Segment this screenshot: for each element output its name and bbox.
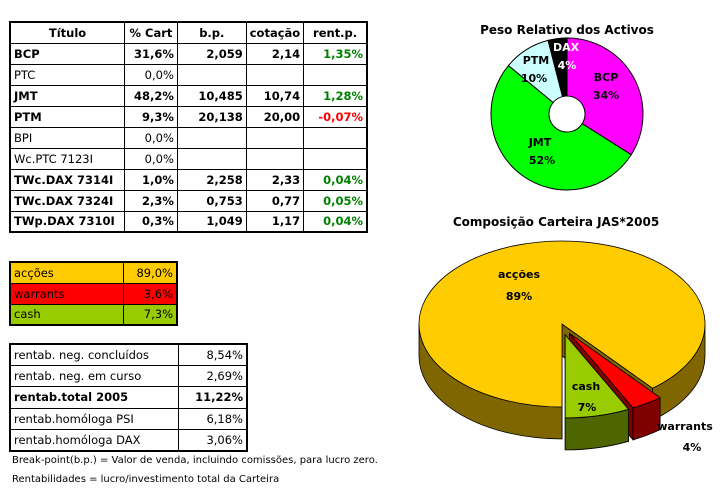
table-row: BCP 31,6% 2,059 2,14 1,35%	[9, 42, 368, 65]
pie3d-slice-cash	[564, 333, 630, 451]
cell-rent: -0,07%	[303, 105, 368, 128]
slice-category-label: JMT	[528, 136, 552, 149]
slice-category-label: PTM	[523, 54, 550, 67]
composition-row: warrants 3,6%	[9, 282, 178, 305]
donut-slice-dax	[547, 37, 568, 98]
cell-titulo: TWc.DAX 7314I	[9, 168, 126, 191]
cell-cart: 0,3%	[124, 210, 178, 233]
table-row: PTC 0,0%	[9, 63, 368, 86]
cell-cart: 2,3%	[124, 189, 178, 212]
pie3d-slice-accoes	[418, 240, 706, 440]
cell-cotacao: 1,17	[245, 210, 305, 233]
slice-value-label: 89%	[506, 290, 532, 303]
column-header: rent.p.	[303, 21, 368, 44]
slice-top	[569, 333, 661, 409]
breakpoint-note: Break-point(b.p.) = Valor de venda, incl…	[12, 455, 378, 466]
cell-value: 11,22%	[177, 386, 248, 409]
table-row: TWp.DAX 7310I 0,3% 1,049 1,17 0,04%	[9, 210, 368, 233]
donut-title: Peso Relativo dos Activos	[480, 23, 654, 37]
table-row: TWc.DAX 7314I 1,0% 2,258 2,33 0,04%	[9, 168, 368, 191]
cell-bp: 20,138	[176, 105, 247, 128]
cell-rent: 0,04%	[303, 210, 368, 233]
cell-value: 2,69%	[177, 364, 248, 388]
cell-cart: 1,0%	[124, 168, 178, 191]
positions-table: Título% Cart b.p. cotação rent.p. BCP 31,6% 2…	[9, 21, 368, 233]
table-row: TWc.DAX 7324I 2,3% 0,753 0,77 0,05%	[9, 189, 368, 212]
slice-category-label: acções	[498, 268, 540, 281]
cell-label: cash	[9, 303, 124, 326]
slice-value-label: 4%	[683, 441, 702, 454]
slice-category-label: BCP	[594, 71, 619, 84]
cell-titulo: Wc.PTC 7123I	[9, 147, 126, 170]
pie3d-title: Composição Carteira JAS*2005	[453, 215, 659, 229]
returns-row: rentab. neg. em curso 2,69%	[9, 364, 248, 388]
cell-titulo: TWp.DAX 7310I	[9, 210, 126, 233]
slice-top	[418, 240, 706, 408]
slice-value-label: 52%	[529, 154, 555, 167]
cell-titulo: PTC	[9, 63, 126, 86]
cell-cart: 0,0%	[124, 147, 178, 170]
slice-top	[564, 333, 630, 419]
slice-category-label: warrants	[657, 420, 713, 433]
cell-cotacao: 0,77	[245, 189, 305, 212]
cell-bp: 10,485	[176, 84, 247, 107]
slice-category-label: DAX	[553, 41, 580, 54]
table-row: JMT 48,2% 10,485 10,74 1,28%	[9, 84, 368, 107]
returns-row: rentab.homóloga DAX 3,06%	[9, 429, 248, 452]
table-row: Wc.PTC 7123I 0,0%	[9, 147, 368, 170]
returns-table: rentab. neg. concluídos 8,54% rentab. neg.…	[9, 343, 248, 452]
cell-bp: 1,049	[176, 210, 247, 233]
cell-cart: 48,2%	[124, 84, 178, 107]
slice-value-label: 7%	[578, 401, 597, 414]
cell-value: 3,06%	[177, 429, 248, 452]
slice-value-label: 4%	[558, 59, 577, 72]
cell-rent: 1,35%	[303, 42, 368, 65]
slice-value-label: 10%	[521, 72, 547, 85]
table-header-row: Título% Cart b.p. cotação rent.p.	[9, 21, 368, 44]
slice-category-label: cash	[572, 380, 600, 393]
composition-table: acções 89,0% warrants 3,6% cash 7,3%	[9, 261, 178, 326]
donut-slice-jmt	[490, 64, 632, 191]
cell-label: rentab. neg. em curso	[9, 364, 179, 388]
composition-row: cash 7,3%	[9, 303, 178, 326]
column-header: % Cart	[124, 21, 178, 44]
cell-label: rentab.total 2005	[9, 386, 179, 409]
cell-titulo: JMT	[9, 84, 126, 107]
rentabilidade-note: Rentabilidades = lucro/investimento tota…	[12, 474, 280, 485]
cell-cotacao: 10,74	[245, 84, 305, 107]
cell-label: rentab.homóloga DAX	[9, 429, 179, 452]
returns-row: rentab.total 2005 11,22%	[9, 386, 248, 409]
slice-value-label: 34%	[593, 89, 619, 102]
table-row: PTM 9,3% 20,138 20,00 -0,07%	[9, 105, 368, 128]
cell-value: 7,3%	[122, 303, 178, 326]
